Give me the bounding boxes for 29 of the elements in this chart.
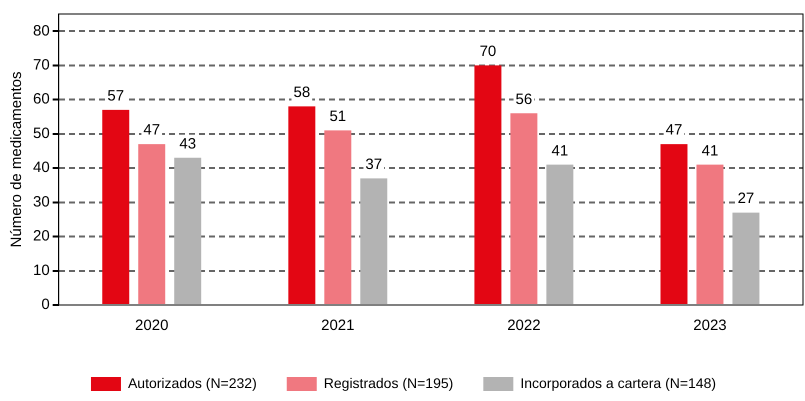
data-label: 43 xyxy=(179,135,196,152)
y-axis-title: Número de medicamentos xyxy=(8,72,26,248)
legend-label: Autorizados (N=232) xyxy=(128,374,257,391)
y-tick-label: 30 xyxy=(32,193,50,210)
data-label: 37 xyxy=(365,156,382,173)
y-tick-label: 80 xyxy=(32,22,50,40)
y-tick-label: 10 xyxy=(32,262,50,279)
data-label: 27 xyxy=(738,190,754,208)
legend-label: Registrados (N=195) xyxy=(324,374,454,391)
data-label: 70 xyxy=(480,42,496,60)
y-tick-label: 20 xyxy=(32,228,50,245)
x-tick-label: 2020 xyxy=(135,317,168,334)
data-label: 41 xyxy=(702,142,718,160)
data-label: 57 xyxy=(107,88,124,104)
y-tick-label: 60 xyxy=(32,90,50,108)
legend-label: Incorporados a cartera (N=148) xyxy=(520,374,716,391)
y-tick-label: 70 xyxy=(32,56,50,74)
y-tick-label: 40 xyxy=(32,159,50,176)
data-label: 58 xyxy=(293,84,310,102)
x-tick-label: 2021 xyxy=(321,317,354,334)
data-label: 41 xyxy=(552,142,568,160)
x-tick-label: 2023 xyxy=(693,317,727,334)
data-label: 51 xyxy=(329,108,346,126)
data-label: 47 xyxy=(143,122,160,139)
data-label: 47 xyxy=(666,122,682,139)
y-tick-label: 0 xyxy=(41,296,50,314)
y-tick-label: 50 xyxy=(32,124,50,142)
x-tick-label: 2022 xyxy=(507,317,541,334)
data-label: 56 xyxy=(516,90,532,108)
